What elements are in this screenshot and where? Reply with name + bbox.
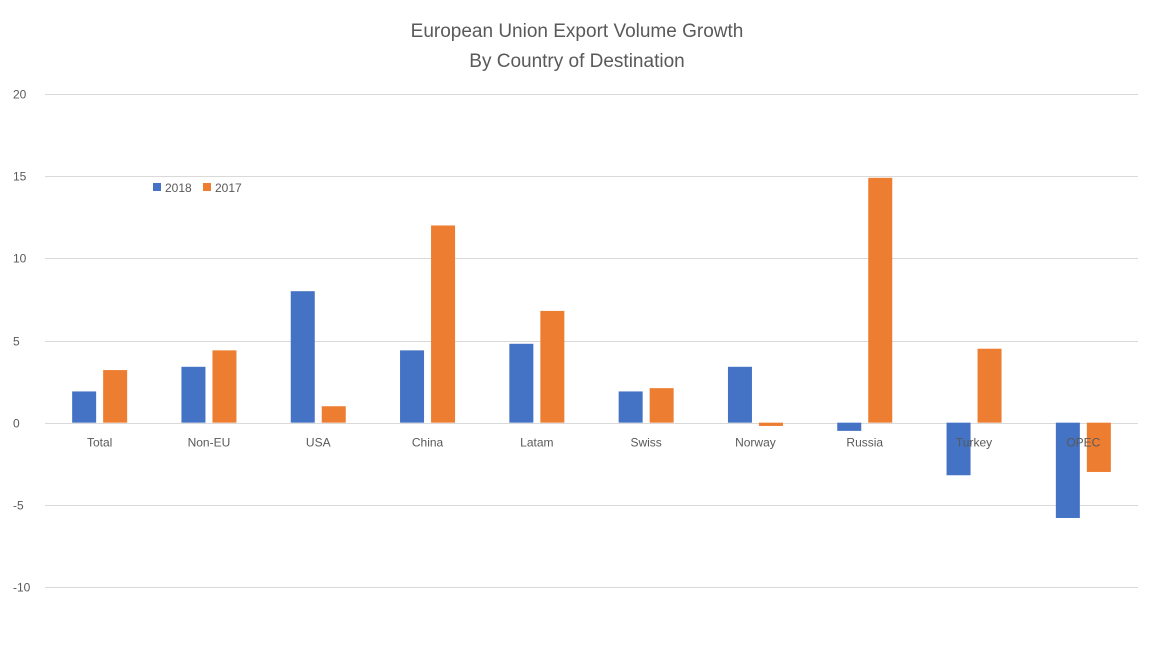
bar-2017-china bbox=[431, 225, 456, 423]
legend-swatch-2017 bbox=[203, 183, 211, 191]
y-tick-label: 20 bbox=[13, 88, 27, 102]
bar-2018-russia bbox=[837, 422, 862, 431]
gridlines bbox=[45, 94, 1138, 588]
legend: 2018 2017 bbox=[153, 181, 242, 195]
y-tick-label: -5 bbox=[13, 499, 24, 513]
y-tick-label: 15 bbox=[13, 170, 27, 184]
x-category-label: Non-EU bbox=[188, 436, 231, 450]
legend-label-2018: 2018 bbox=[165, 181, 192, 195]
bar-2017-total bbox=[103, 370, 128, 423]
x-axis-labels: Total Non-EU USA China Latam Swiss Norway Russi… bbox=[87, 436, 1101, 450]
x-category-label: Swiss bbox=[630, 436, 661, 450]
x-category-label: Latam bbox=[520, 436, 553, 450]
legend-swatch-2018 bbox=[153, 183, 161, 191]
x-category-label: Total bbox=[87, 436, 112, 450]
bar-2017-norway bbox=[758, 422, 783, 426]
y-tick-label: 5 bbox=[13, 335, 20, 349]
bar-2017-turkey bbox=[977, 348, 1002, 423]
x-category-label: Russia bbox=[846, 436, 883, 450]
bar-2018-swiss bbox=[618, 391, 643, 423]
bar-2017-latam bbox=[540, 310, 565, 423]
chart-title: European Union Export Volume Growth bbox=[411, 21, 744, 42]
bar-2018-opec bbox=[1055, 422, 1080, 518]
x-category-label: China bbox=[412, 436, 444, 450]
bar-2018-latam bbox=[509, 343, 534, 423]
x-category-label: Turkey bbox=[956, 436, 992, 450]
bar-2017-non-eu bbox=[212, 350, 237, 423]
bar-2017-russia bbox=[868, 177, 893, 423]
bar-2018-total bbox=[72, 391, 97, 423]
chart-subtitle: By Country of Destination bbox=[469, 51, 684, 72]
x-category-label: OPEC bbox=[1066, 436, 1100, 450]
bar-2018-non-eu bbox=[181, 366, 206, 423]
bar-2018-china bbox=[400, 350, 425, 423]
y-tick-label: -10 bbox=[13, 581, 31, 595]
y-tick-label: 0 bbox=[13, 417, 20, 431]
y-tick-label: 10 bbox=[13, 252, 27, 266]
bar-2017-usa bbox=[321, 406, 346, 423]
bar-2017-swiss bbox=[649, 388, 674, 423]
bar-2018-turkey bbox=[946, 422, 971, 476]
bar-2017-opec bbox=[1086, 422, 1111, 472]
bar-2018-usa bbox=[290, 291, 315, 423]
bars bbox=[72, 177, 1111, 518]
bar-2018-norway bbox=[727, 366, 752, 423]
legend-label-2017: 2017 bbox=[215, 181, 242, 195]
y-axis-ticks: 20 15 10 5 0 -5 -10 bbox=[13, 88, 31, 595]
x-category-label: USA bbox=[306, 436, 331, 450]
x-category-label: Norway bbox=[735, 436, 776, 450]
